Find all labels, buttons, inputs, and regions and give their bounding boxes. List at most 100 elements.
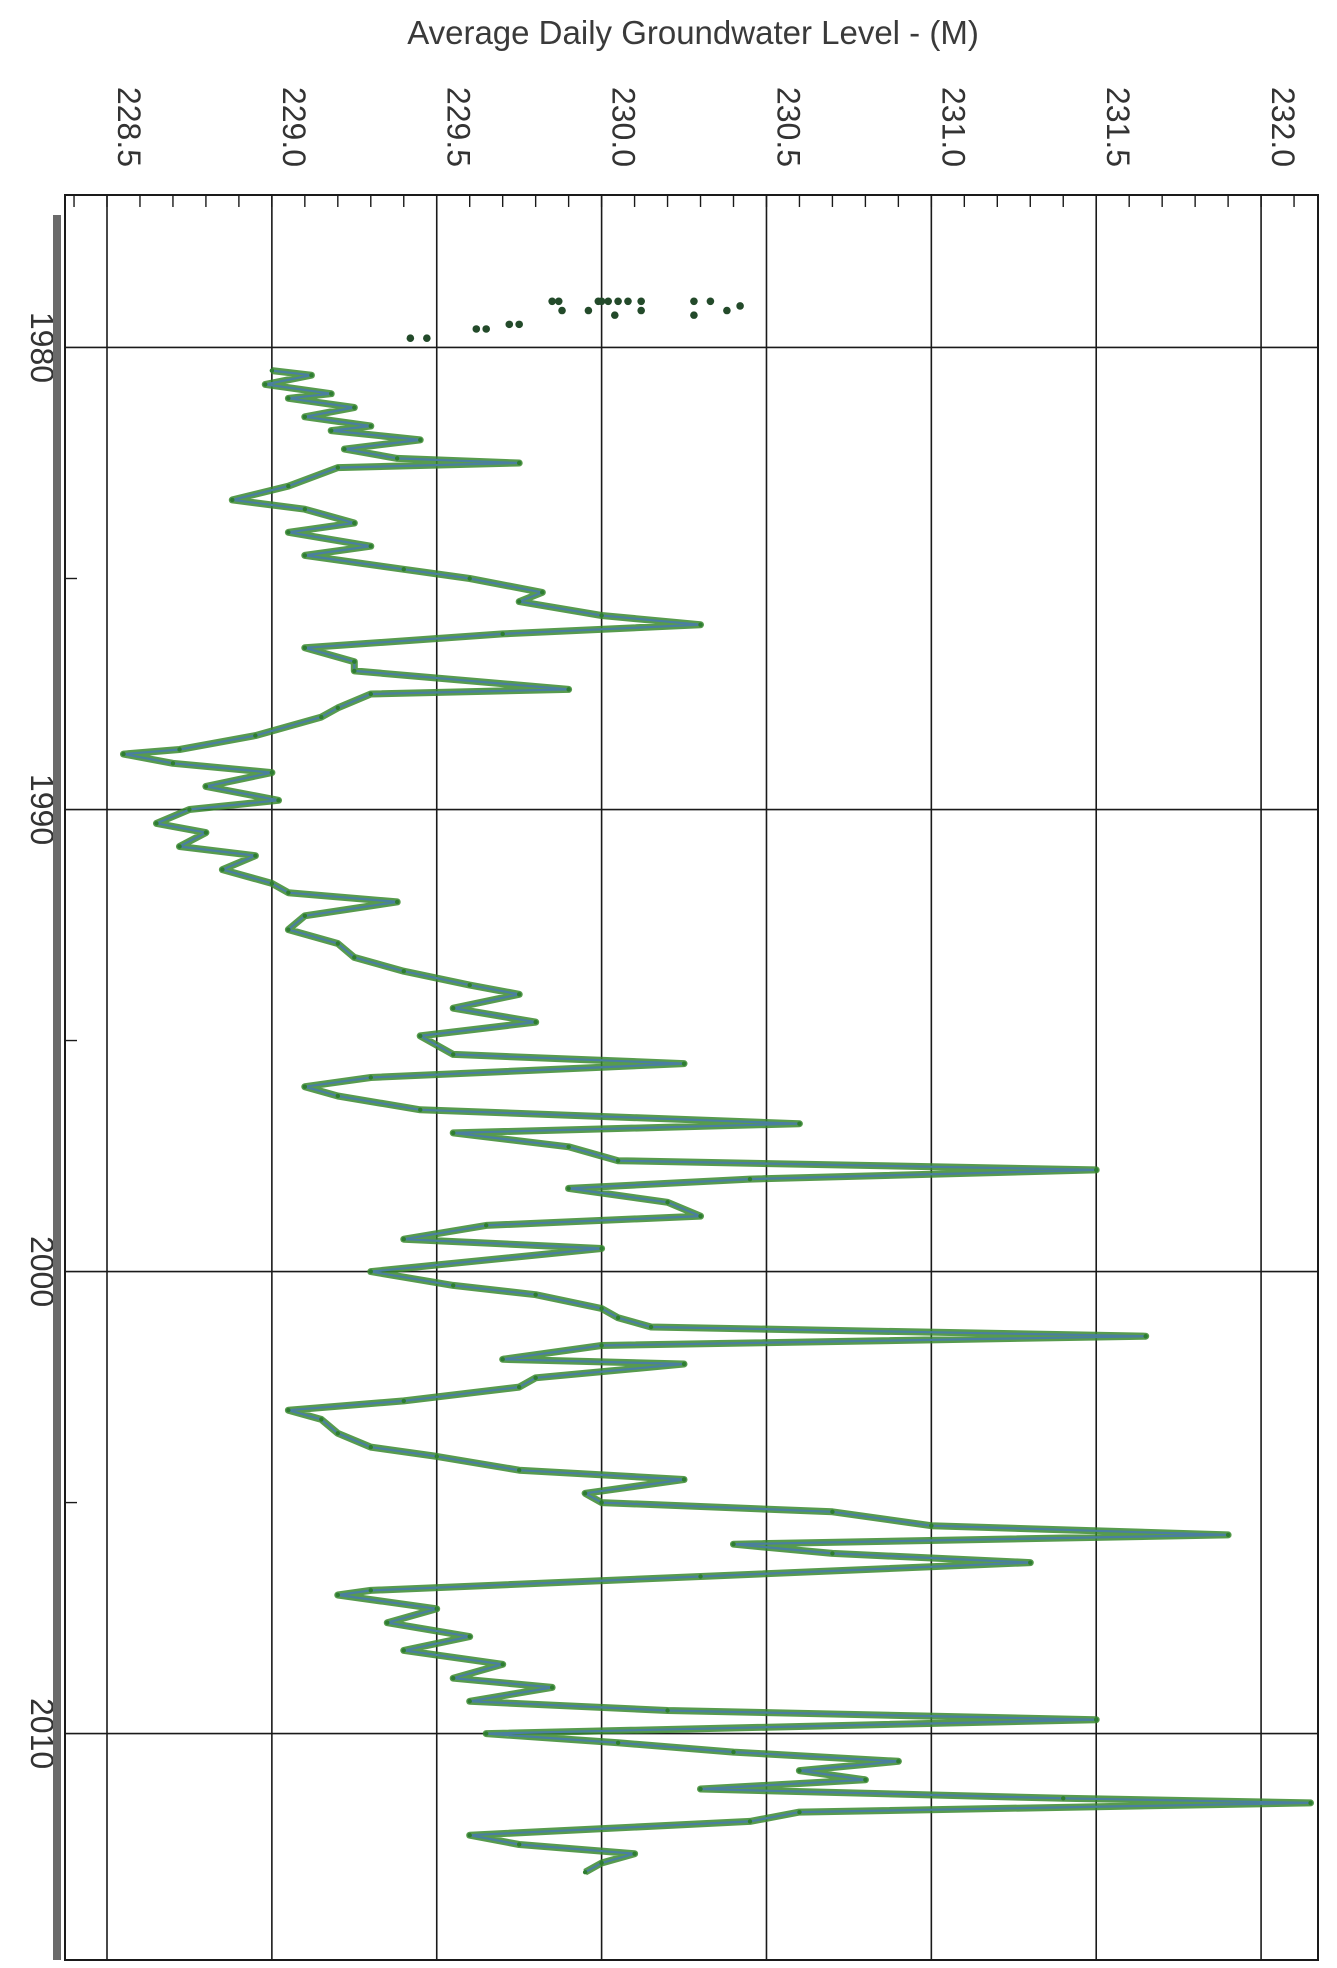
plot-frame [64,194,1319,1961]
daily-level-point [319,714,324,720]
daily-level-point [747,1819,753,1824]
daily-level-point [335,1592,341,1598]
daily-level-point [302,913,308,918]
daily-level-point [335,1431,341,1436]
daily-level-point [269,770,275,775]
daily-level-point [797,1121,802,1126]
value-tick-label: 230.0 [606,87,642,167]
daily-level-point [394,456,400,461]
daily-level-point [286,1407,291,1413]
value-tick-label: 231.0 [935,87,971,167]
daily-level-point [342,446,347,452]
daily-level-point [451,1130,456,1136]
daily-level-point [352,955,357,960]
daily-level-point [540,590,545,595]
value-tick-label: 229.5 [441,87,477,167]
value-tick-label: 230.5 [770,87,806,167]
daily-level-point [368,1588,373,1593]
manual-measurement-point [637,306,645,315]
daily-level-point [352,405,357,410]
daily-level-point [516,992,522,997]
daily-level-point [929,1523,934,1528]
manual-measurement-point [690,311,698,319]
daily-level-point [434,1606,439,1612]
daily-level-point [516,1384,522,1390]
manual-measurement-point [706,297,715,306]
daily-level-point [335,705,341,711]
daily-level-point [302,553,308,558]
manual-measurement-point [505,320,514,329]
daily-level-point [1094,1717,1099,1722]
daily-level-point [632,1851,637,1856]
daily-level-point [863,1777,868,1783]
daily-level-point [500,1357,505,1362]
manual-measurement-point [406,334,415,343]
daily-level-point [797,1768,802,1773]
daily-level-point [467,982,472,988]
daily-level-point [368,543,373,549]
daily-level-point [302,1084,308,1089]
tick-label-layer: 228.5 229.0 229.5 230.0 230.5 231.0 231.5 232.0… [24,87,1301,1769]
manual-measurement-point [584,306,593,315]
daily-level-point [516,1468,522,1473]
daily-level-point [516,599,522,604]
daily-level-point [1061,1796,1066,1801]
daily-level-point [533,1292,538,1297]
daily-level-point [286,530,291,535]
daily-level-point [302,645,308,651]
manual-measurement-point [723,306,731,315]
daily-level-point [418,437,423,443]
daily-level-point [368,1075,373,1080]
manual-measurement-point [558,306,566,315]
daily-level-point [665,1200,670,1205]
daily-level-point [368,1269,373,1274]
value-tick-label: 231.5 [1100,87,1136,167]
daily-level-point [516,460,522,466]
daily-level-point [368,423,373,429]
daily-level-point [286,890,291,895]
daily-level-point [896,1759,901,1764]
daily-level-point [599,1306,604,1311]
daily-level-point [230,497,235,503]
daily-level-point [177,844,182,849]
daily-level-point [187,807,192,812]
daily-level-point [797,1809,802,1815]
daily-level-point [368,691,373,697]
daily-level-point [203,784,209,789]
daily-level-point [451,1675,456,1681]
daily-level-point [467,1634,472,1639]
daily-level-point [698,1786,703,1792]
manual-measurement-point [554,297,563,306]
manual-measurement-point [624,297,632,306]
manual-measurement-point [548,297,556,306]
manual-measurement-point [423,334,431,343]
daily-level-point [467,1699,472,1704]
daily-level-point [582,1870,588,1875]
manual-measurement-point [614,297,622,306]
daily-level-point [615,1740,621,1746]
daily-level-line [122,369,1312,1874]
daily-level-point [154,821,159,826]
daily-level-point [352,520,357,526]
daily-level-point [467,1833,472,1838]
daily-level-point [401,969,406,974]
daily-level-point [401,1237,406,1242]
manual-measurement-point [472,325,481,333]
daily-level-point [335,465,341,470]
daily-level-point [335,1093,341,1099]
daily-level-point [269,881,275,886]
daily-level-point [220,867,225,872]
daily-level-point [418,1107,423,1113]
daily-level-point [681,1477,687,1482]
manual-measurement-point [604,297,612,306]
daily-level-point [599,1500,604,1505]
daily-level-point [329,391,334,396]
daily-level-point [747,1176,753,1182]
daily-level-point [286,483,291,489]
daily-level-point [286,927,291,932]
series-layer [120,297,1314,1876]
daily-level-point [329,428,334,433]
daily-level-point [401,1648,406,1653]
daily-level-point [401,567,406,572]
